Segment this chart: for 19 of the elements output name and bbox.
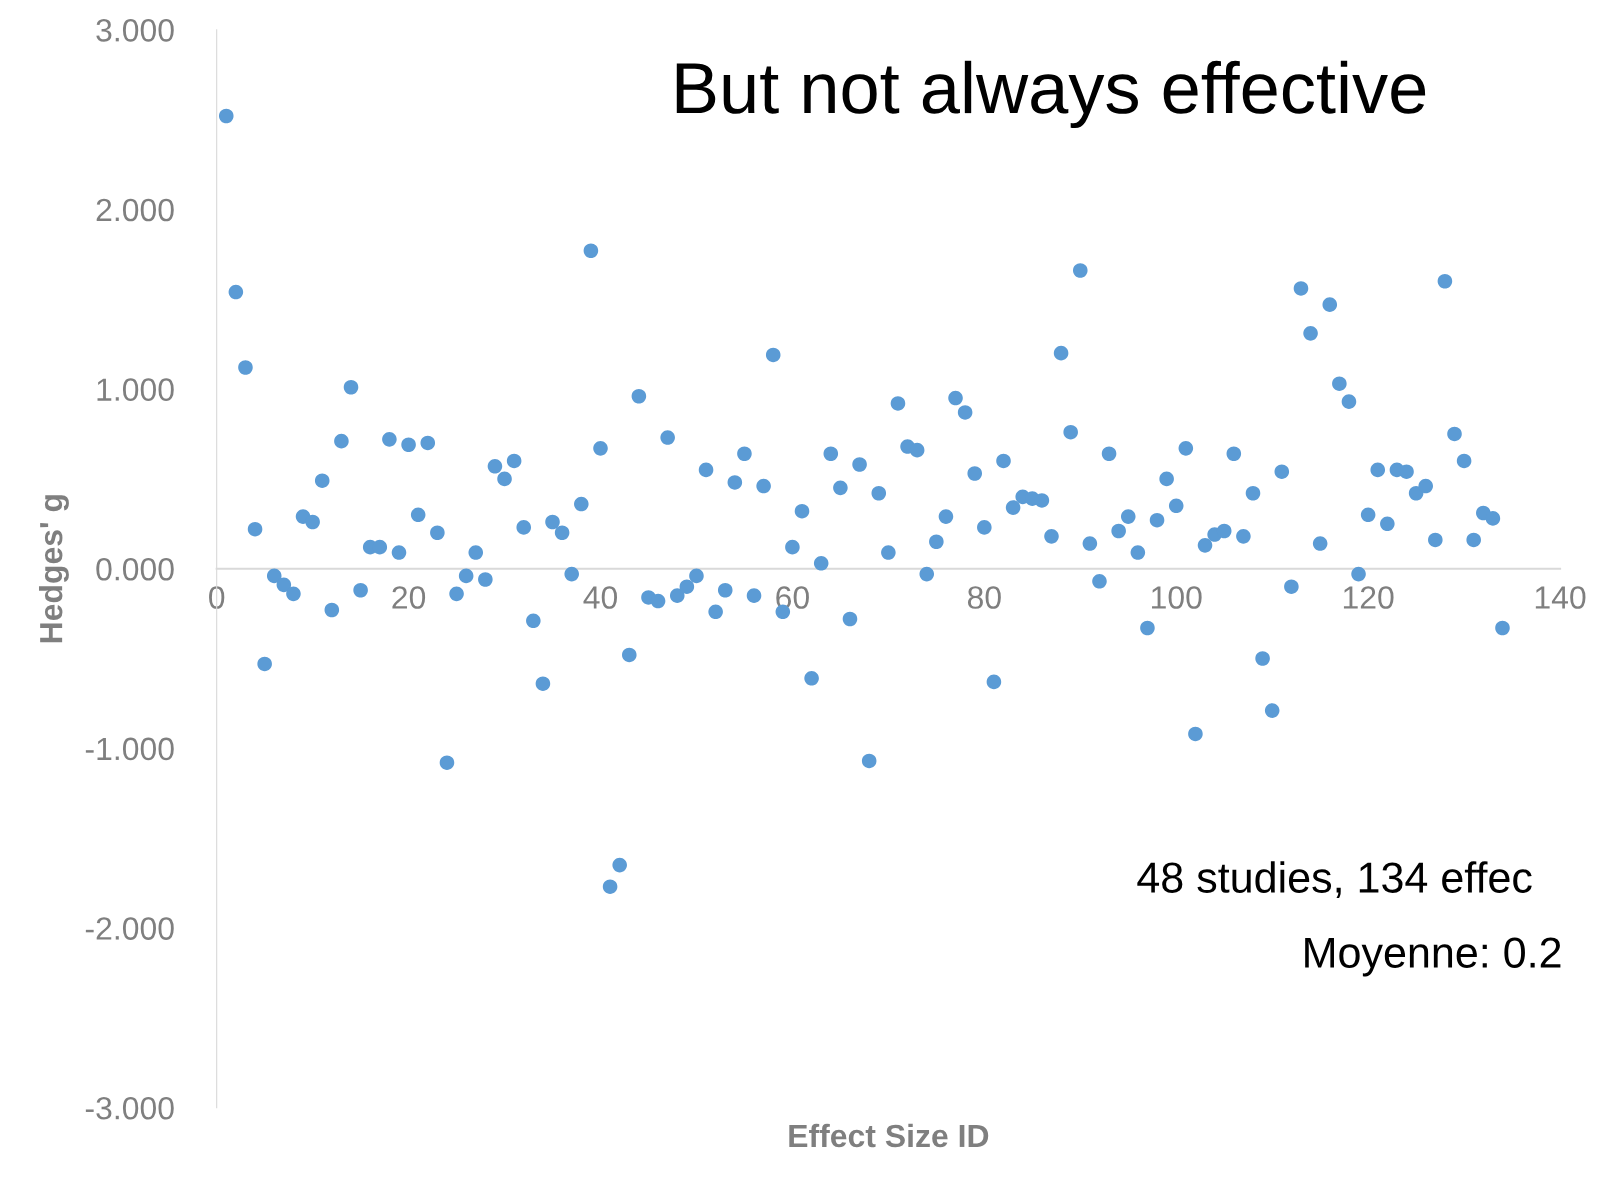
annotation: Moyenne: 0.2 bbox=[1305, 937, 1561, 977]
y-tick-label: -2.000 bbox=[85, 917, 174, 940]
x-tick-label: 120 bbox=[1343, 586, 1394, 609]
y-axis-title: Hedges' g bbox=[38, 495, 69, 643]
chart-title: But not always effective bbox=[676, 60, 1426, 129]
y-tick-label: 1.000 bbox=[97, 378, 174, 401]
annotation: 48 studies, 134 effec bbox=[1137, 861, 1532, 898]
x-tick-label: 40 bbox=[583, 586, 618, 609]
y-tick-label: 0.000 bbox=[96, 557, 174, 581]
y-tick-label: -1.000 bbox=[85, 737, 174, 761]
y-tick-label: 3.000 bbox=[96, 19, 174, 42]
x-tick-label: 0 bbox=[209, 586, 225, 609]
x-tick-label: 140 bbox=[1535, 586, 1586, 609]
x-tick-label: 80 bbox=[967, 586, 1001, 609]
x-axis-title: Effect Size ID bbox=[789, 1123, 989, 1148]
x-tick-label: 100 bbox=[1152, 586, 1202, 609]
y-tick-label: -3.000 bbox=[85, 1096, 174, 1120]
y-tick-label: 2.000 bbox=[96, 198, 174, 222]
x-tick-label: 20 bbox=[392, 586, 426, 609]
